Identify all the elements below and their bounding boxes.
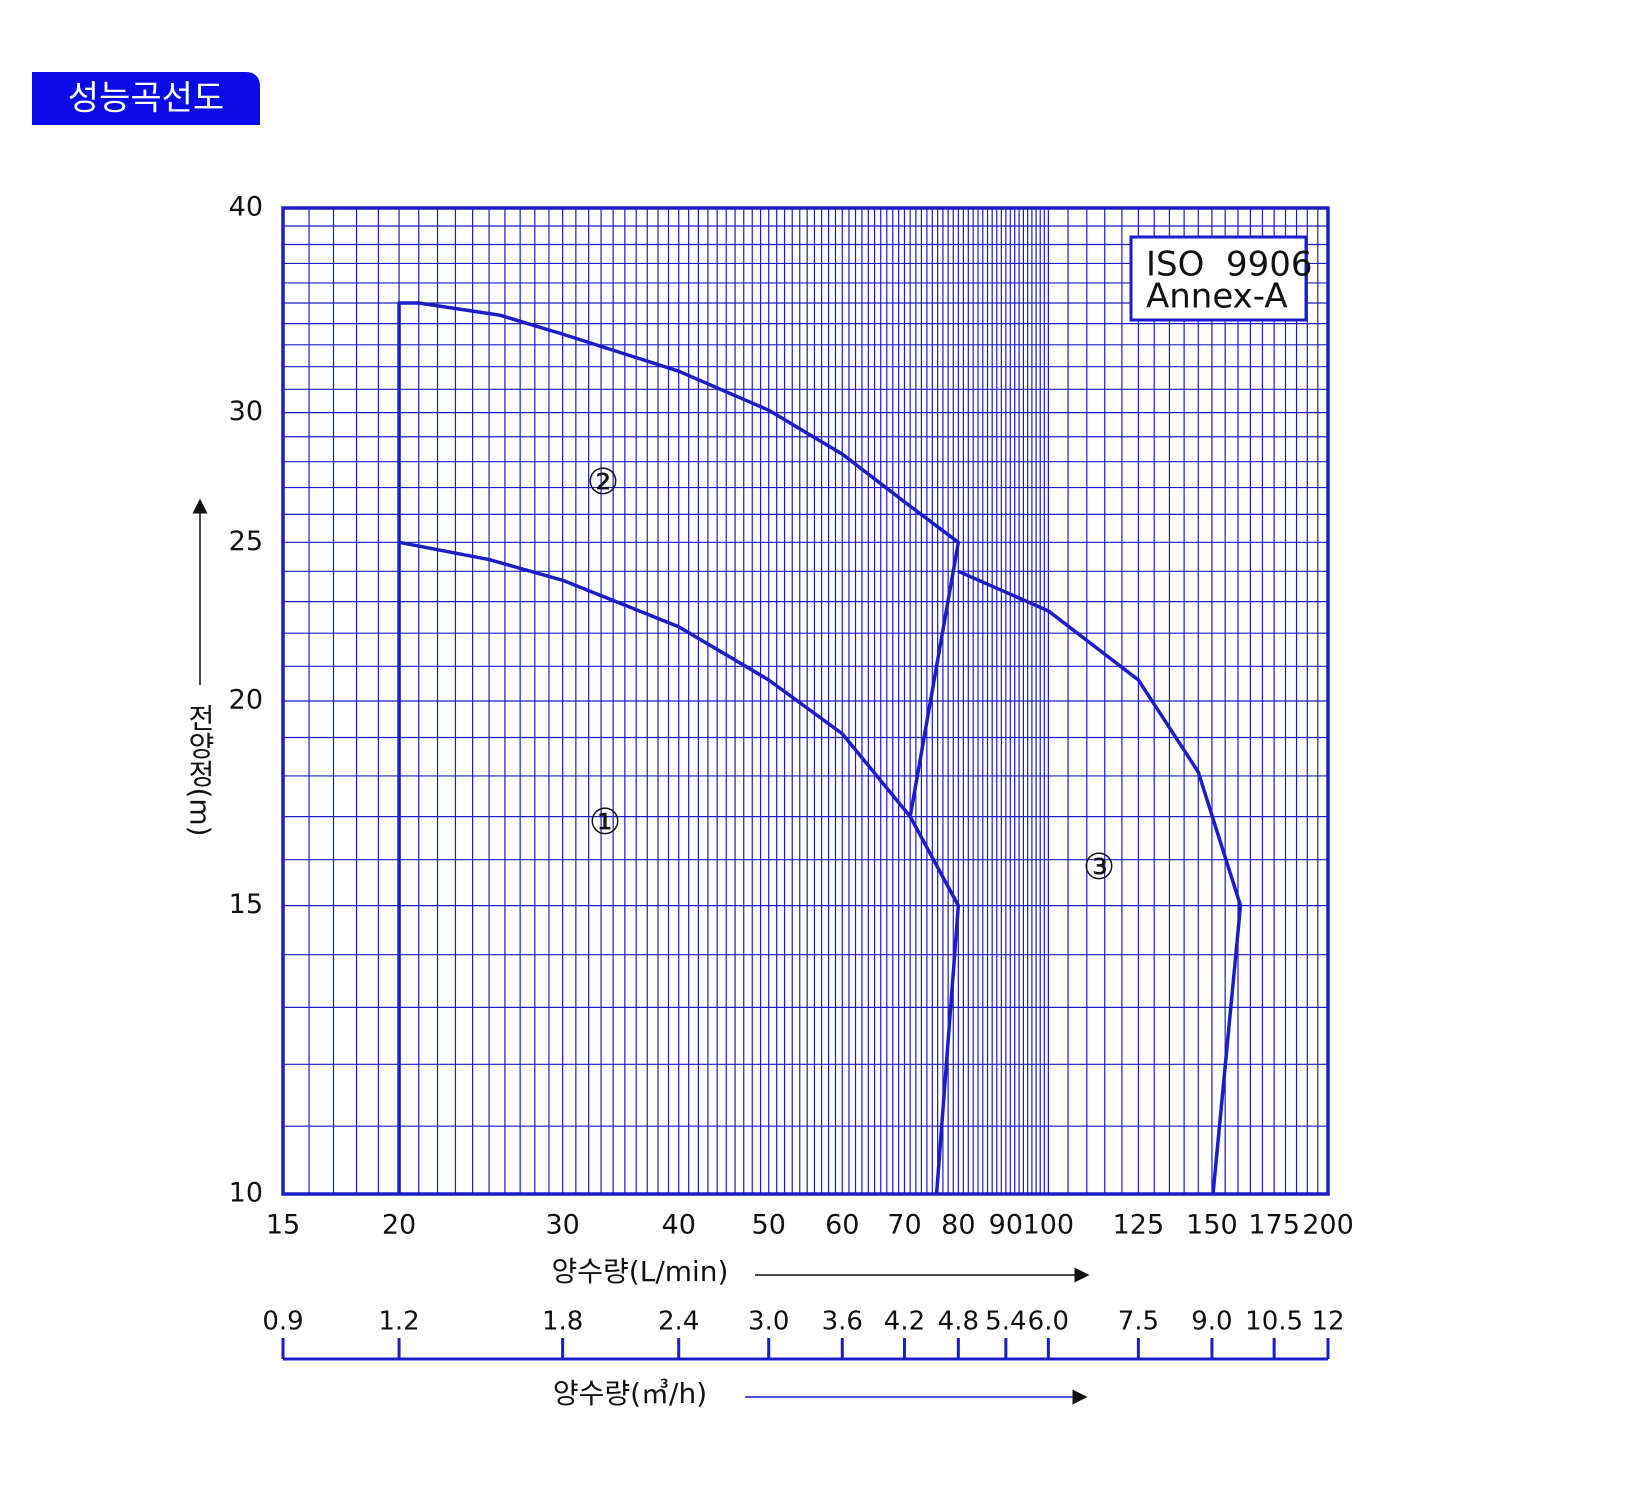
- plot-frame: [281, 206, 1330, 1196]
- x2-tick-label: 10.5: [1245, 1307, 1303, 1337]
- y-tick-label: 10: [229, 1178, 263, 1209]
- curve: [397, 301, 961, 817]
- region-label: ①: [589, 802, 621, 843]
- x2-tick-label: 6.0: [1028, 1307, 1069, 1337]
- x-tick-label: 50: [752, 1210, 786, 1241]
- x2-tick-label: 5.4: [985, 1307, 1026, 1337]
- x2-tick-label: 9.0: [1191, 1307, 1232, 1337]
- curve: [397, 540, 961, 1195]
- annotation-box: [1129, 235, 1308, 322]
- x2-tick-label: 4.8: [938, 1307, 979, 1337]
- x-axis-label: 양수량(L/min): [552, 1255, 729, 1288]
- x2-tick-label: 4.2: [884, 1307, 925, 1337]
- x2-tick-label: 3.6: [822, 1307, 863, 1337]
- x-tick-label: 70: [887, 1210, 921, 1241]
- x2-axis-label: 양수량(㎥/h): [553, 1377, 707, 1410]
- y-tick-label: 30: [229, 396, 263, 427]
- x-tick-label: 125: [1113, 1210, 1165, 1241]
- x-tick-label: 60: [825, 1210, 859, 1241]
- y-axis-label: 전양정(m): [184, 703, 217, 836]
- title-badge: [32, 72, 260, 125]
- y-tick-label: 15: [229, 889, 263, 920]
- x-tick-label: 30: [545, 1210, 579, 1241]
- x-tick-label: 20: [382, 1210, 416, 1241]
- x2-tick-label: 1.2: [378, 1307, 419, 1337]
- x-tick-label: 150: [1186, 1210, 1238, 1241]
- y-tick-label: 40: [229, 192, 263, 223]
- region-label: ②: [587, 462, 619, 503]
- curve: [957, 569, 1243, 1195]
- x2-tick-label: 3.0: [748, 1307, 789, 1337]
- region-label: ③: [1083, 847, 1115, 888]
- x-tick-label: 90: [989, 1210, 1023, 1241]
- x2-tick-label: 12: [1311, 1307, 1344, 1337]
- x2-tick-label: 0.9: [262, 1307, 303, 1337]
- x-tick-label: 100: [1023, 1210, 1075, 1241]
- x-tick-label: 40: [662, 1210, 696, 1241]
- x-tick-label: 80: [941, 1210, 975, 1241]
- x-tick-label: 15: [266, 1210, 300, 1241]
- y-tick-label: 25: [229, 526, 263, 557]
- annotation: Annex-A: [1146, 277, 1288, 317]
- x2-tick-label: 7.5: [1118, 1307, 1159, 1337]
- x-tick-label: 175: [1248, 1210, 1300, 1241]
- annotation: ISO 9906: [1146, 245, 1313, 285]
- x-tick-label: 200: [1302, 1210, 1354, 1241]
- x2-tick-label: 2.4: [658, 1307, 699, 1337]
- x2-tick-label: 1.8: [542, 1307, 583, 1337]
- y-tick-label: 20: [229, 685, 263, 716]
- chart-title: 성능곡선도: [68, 79, 224, 119]
